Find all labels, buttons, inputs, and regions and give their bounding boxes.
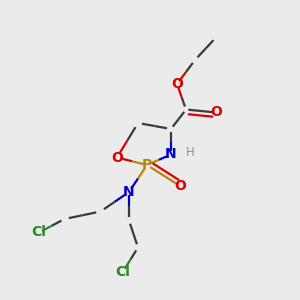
Text: N: N <box>123 185 135 199</box>
Text: Cl: Cl <box>32 226 46 239</box>
Text: Cl: Cl <box>116 265 130 278</box>
Text: H: H <box>186 146 195 160</box>
Text: N: N <box>165 148 177 161</box>
Text: O: O <box>111 151 123 164</box>
Text: P: P <box>142 158 152 172</box>
Text: O: O <box>171 77 183 91</box>
Text: O: O <box>210 106 222 119</box>
Text: O: O <box>174 179 186 193</box>
